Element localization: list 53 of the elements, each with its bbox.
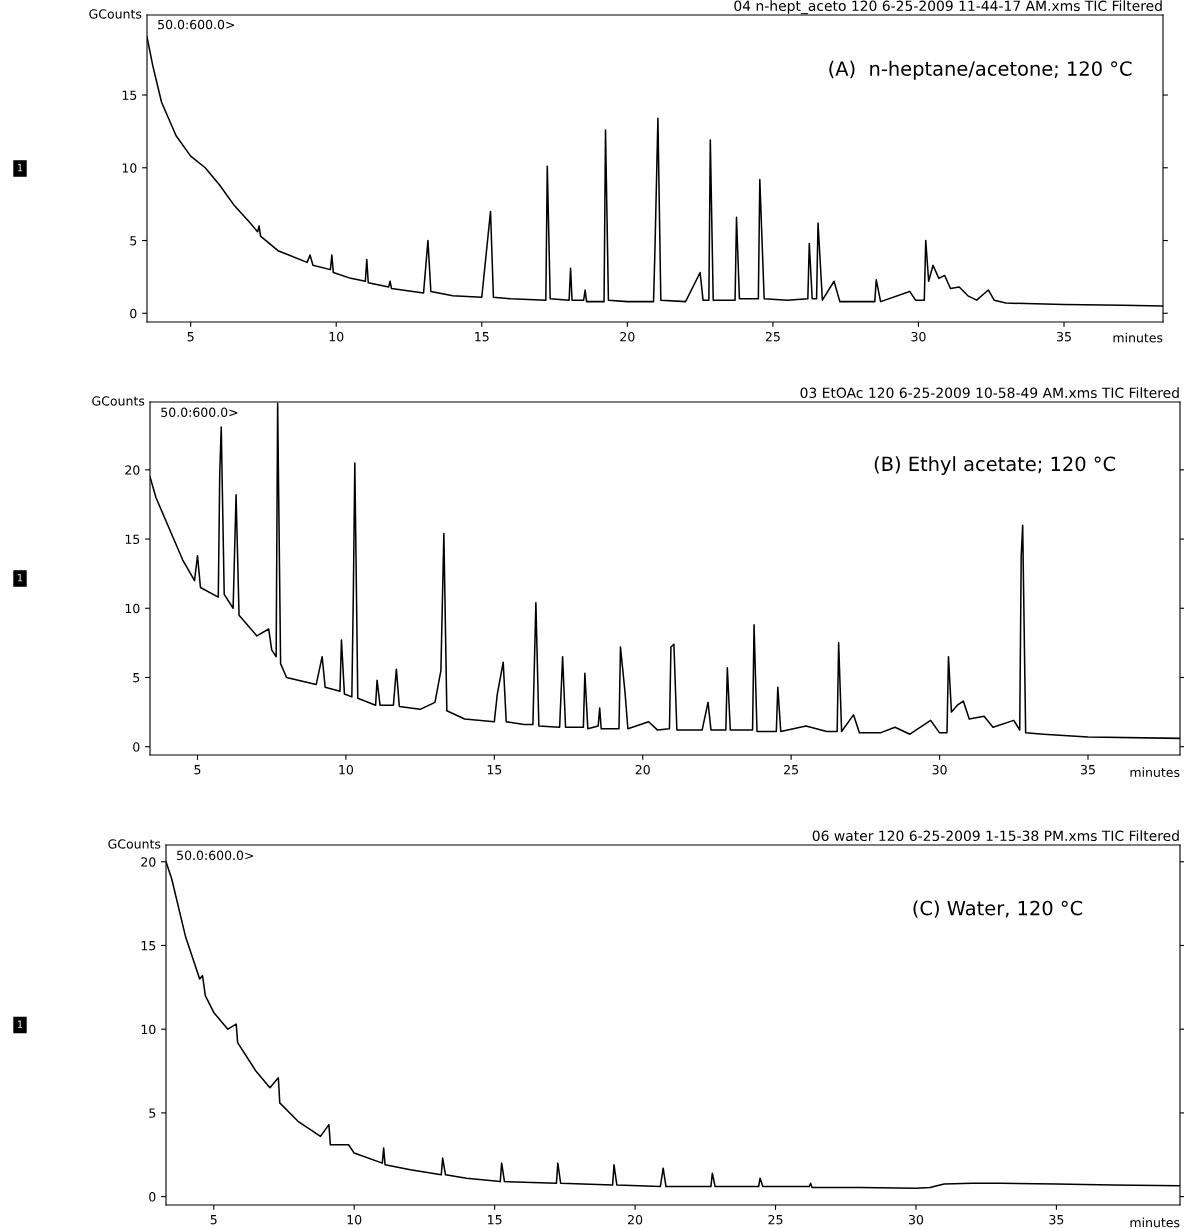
- x-axis-title: minutes: [1130, 1217, 1180, 1228]
- x-tick-label: 10: [329, 331, 344, 342]
- x-tick-label: 15: [487, 765, 502, 775]
- y-tick-label: 20: [125, 465, 140, 475]
- y-axis-title: GCounts: [89, 9, 142, 19]
- y-tick-label: 0: [149, 1192, 156, 1202]
- x-tick-label: 35: [1057, 331, 1071, 342]
- x-tick-label: 30: [911, 331, 926, 342]
- x-tick-label: 5: [194, 765, 201, 775]
- x-tick-label: 35: [1080, 764, 1095, 775]
- text: 1: [17, 164, 23, 172]
- x-tick-label: 15: [488, 1215, 502, 1225]
- x-tick-label: 25: [784, 764, 799, 775]
- x-tick-label: 20: [620, 331, 635, 342]
- y-tick-label: 0: [133, 742, 140, 752]
- text: 1: [17, 574, 23, 582]
- annotation: (C) Water, 120 °C: [913, 900, 1083, 918]
- y-tick-label: 15: [125, 534, 140, 544]
- annotation: 50.0:600.0>: [177, 850, 254, 861]
- x-tick-label: 30: [932, 764, 947, 775]
- x-axis-title: minutes: [1113, 332, 1163, 343]
- x-tick-label: 10: [339, 764, 354, 775]
- x-tick-label: 25: [768, 1214, 783, 1225]
- y-tick-label: 0: [130, 308, 137, 319]
- text: 1: [17, 1020, 23, 1028]
- y-tick-label: 10: [122, 163, 137, 173]
- x-tick-label: 10: [347, 1214, 362, 1225]
- y-tick-label: 15: [122, 90, 137, 100]
- x-tick-label: 30: [908, 1214, 924, 1225]
- x-tick-label: 5: [187, 332, 194, 342]
- y-tick-label: 20: [141, 857, 156, 867]
- chart-title: 04 n-hept_aceto 120 6-25-2009 11-44-17 AM.xms TIC Filtered: [734, 0, 1162, 15]
- annotation: 50.0:600.0>: [158, 19, 235, 30]
- y-tick-label: 10: [141, 1024, 156, 1035]
- x-axis-title: minutes: [1130, 767, 1180, 778]
- y-tick-label: 15: [141, 941, 156, 951]
- y-axis-title: GCounts: [108, 839, 161, 849]
- chart-title: 03 EtOAc 120 6-25-2009 10-58-49 AM.xms TIC Filtered: [800, 387, 1179, 399]
- annotation: 50.0:600.0>: [161, 407, 238, 417]
- y-tick-label: 5: [130, 236, 137, 246]
- y-tick-label: 5: [133, 673, 140, 683]
- x-tick-label: 5: [210, 1215, 217, 1225]
- x-tick-label: 20: [635, 764, 650, 775]
- y-tick-label: 10: [125, 603, 140, 614]
- annotation: (B) Ethyl acetate; 120 °C: [874, 456, 1116, 475]
- x-tick-label: 25: [765, 331, 780, 342]
- chart-title: 06 water 120 6-25-2009 1-15-38 PM.xms TIC Filtered: [812, 830, 1179, 842]
- x-tick-label: 20: [628, 1214, 643, 1225]
- x-tick-label: 15: [475, 332, 489, 342]
- y-tick-label: 5: [149, 1108, 156, 1118]
- y-axis-title: GCounts: [92, 396, 145, 406]
- annotation: (A) n-heptane/acetone; 120 °C: [829, 60, 1132, 80]
- x-tick-label: 35: [1049, 1214, 1064, 1225]
